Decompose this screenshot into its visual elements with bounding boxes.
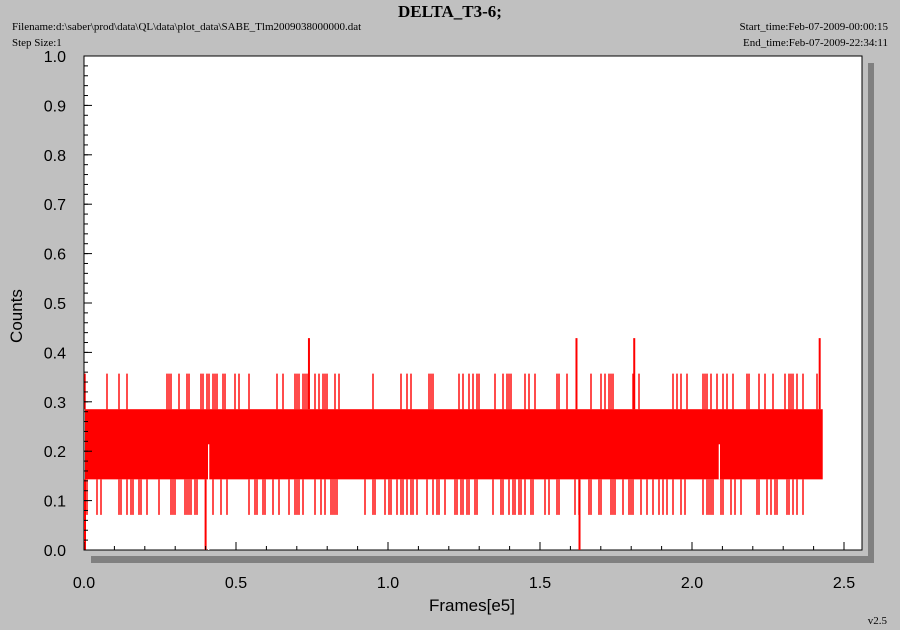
y-tick-label: 0.9 (44, 98, 66, 115)
y-tick-label: 0.2 (44, 444, 66, 461)
x-tick-label: 1.0 (377, 575, 399, 592)
x-tick-label: 2.0 (681, 575, 703, 592)
y-tick-label: 0.6 (44, 247, 66, 264)
x-tick-label: 1.5 (529, 575, 551, 592)
plot-shadow-bottom (91, 556, 874, 563)
y-tick-label: 0.0 (44, 543, 66, 560)
step-size-label: Step Size:1 (12, 37, 62, 49)
y-tick-label: 0.3 (44, 395, 66, 412)
y-tick-label: 0.7 (44, 197, 66, 214)
y-tick-label: 1.0 (44, 49, 66, 66)
chart-title: DELTA_T3-6; (398, 2, 502, 21)
start-time-label: Start_time:Feb-07-2009-00:00:15 (739, 21, 888, 33)
version-label: v2.5 (867, 615, 887, 627)
x-tick-label: 0.0 (73, 575, 95, 592)
end-time-label: End_time:Feb-07-2009-22:34:11 (742, 37, 888, 49)
series-dense-band (85, 409, 823, 480)
x-tick-label: 0.5 (225, 575, 247, 592)
y-axis-label: Counts (7, 289, 26, 343)
series-layer (84, 338, 823, 550)
plot-shadow-right (868, 63, 874, 563)
y-tick-label: 0.1 (44, 494, 66, 511)
y-tick-label: 0.5 (44, 296, 66, 313)
axes-layer: 0.0 0.1 0.2 0.3 0.4 0.5 0.6 0.7 0.8 0.9 1.0 0.0 0.5 1… (44, 49, 855, 592)
x-axis-label: Frames[e5] (429, 596, 515, 615)
filename-label: Filename:d:\saber\prod\data\QL\data\plot… (12, 21, 362, 33)
y-tick-label: 0.8 (44, 148, 66, 165)
x-tick-label: 2.5 (833, 575, 855, 592)
y-tick-label: 0.4 (44, 345, 66, 362)
